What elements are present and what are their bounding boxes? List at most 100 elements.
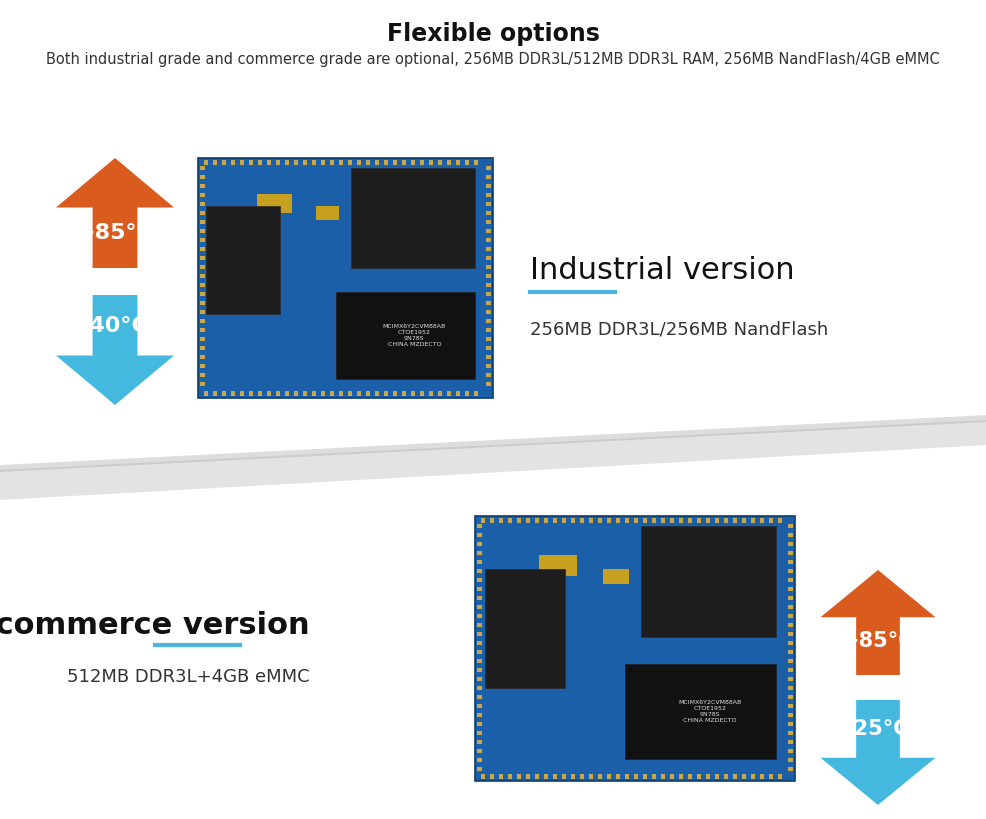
- Bar: [485, 319, 490, 323]
- Bar: [293, 391, 297, 396]
- Polygon shape: [819, 700, 935, 805]
- Bar: [678, 518, 682, 523]
- Bar: [231, 160, 235, 165]
- Bar: [552, 773, 556, 779]
- Bar: [787, 686, 792, 690]
- Bar: [777, 518, 781, 523]
- Bar: [485, 373, 490, 377]
- Bar: [598, 518, 601, 523]
- FancyBboxPatch shape: [698, 675, 718, 686]
- Bar: [750, 518, 754, 523]
- Polygon shape: [0, 415, 986, 472]
- Bar: [526, 518, 529, 523]
- Bar: [485, 301, 490, 305]
- Bar: [365, 160, 369, 165]
- Bar: [476, 631, 481, 636]
- Text: MCIMX6Y2CVM88AB
CTOE1952
9N78S
CHINA MZDECTO: MCIMX6Y2CVM88AB CTOE1952 9N78S CHINA MZD…: [383, 324, 446, 346]
- Bar: [543, 773, 547, 779]
- Bar: [615, 773, 619, 779]
- Bar: [485, 328, 490, 332]
- Bar: [199, 301, 204, 305]
- Bar: [203, 160, 207, 165]
- Bar: [476, 649, 481, 654]
- Bar: [329, 391, 333, 396]
- Bar: [476, 559, 481, 563]
- Bar: [410, 391, 414, 396]
- Bar: [320, 391, 324, 396]
- Bar: [476, 550, 481, 554]
- Bar: [248, 160, 252, 165]
- Polygon shape: [56, 158, 174, 268]
- Bar: [312, 160, 316, 165]
- Bar: [221, 160, 225, 165]
- Bar: [787, 550, 792, 554]
- Bar: [580, 518, 584, 523]
- Bar: [598, 773, 601, 779]
- Text: 256MB DDR3L/256MB NandFlash: 256MB DDR3L/256MB NandFlash: [529, 320, 827, 338]
- Bar: [485, 310, 490, 314]
- Bar: [580, 773, 584, 779]
- Bar: [476, 604, 481, 609]
- Bar: [787, 523, 792, 527]
- Bar: [759, 518, 763, 523]
- Bar: [741, 773, 745, 779]
- Bar: [199, 193, 204, 197]
- Bar: [485, 247, 490, 251]
- Bar: [517, 518, 521, 523]
- Bar: [199, 247, 204, 251]
- Bar: [476, 613, 481, 618]
- Bar: [476, 686, 481, 690]
- Bar: [476, 532, 481, 536]
- Bar: [312, 391, 316, 396]
- Bar: [787, 622, 792, 627]
- FancyBboxPatch shape: [336, 292, 474, 379]
- Bar: [476, 731, 481, 735]
- Bar: [642, 773, 647, 779]
- Bar: [661, 518, 665, 523]
- Bar: [777, 773, 781, 779]
- Bar: [248, 391, 252, 396]
- Bar: [476, 658, 481, 663]
- Bar: [787, 604, 792, 609]
- Bar: [199, 373, 204, 377]
- Bar: [724, 773, 728, 779]
- Bar: [561, 518, 565, 523]
- Bar: [589, 773, 593, 779]
- FancyBboxPatch shape: [256, 194, 292, 213]
- Bar: [485, 229, 490, 233]
- FancyBboxPatch shape: [351, 168, 474, 269]
- Bar: [212, 160, 216, 165]
- FancyBboxPatch shape: [316, 206, 339, 220]
- Bar: [476, 740, 481, 744]
- Bar: [571, 518, 575, 523]
- Bar: [302, 391, 307, 396]
- Bar: [476, 767, 481, 771]
- Bar: [787, 577, 792, 581]
- Bar: [606, 773, 610, 779]
- Bar: [199, 382, 204, 386]
- Bar: [374, 391, 378, 396]
- Bar: [571, 773, 575, 779]
- Bar: [787, 649, 792, 654]
- Bar: [787, 595, 792, 600]
- Bar: [489, 773, 494, 779]
- Bar: [476, 676, 481, 681]
- Bar: [485, 337, 490, 341]
- Bar: [787, 631, 792, 636]
- Bar: [464, 160, 468, 165]
- Bar: [203, 391, 207, 396]
- Bar: [392, 160, 396, 165]
- Bar: [485, 292, 490, 296]
- Bar: [302, 160, 307, 165]
- Bar: [275, 391, 279, 396]
- Bar: [199, 319, 204, 323]
- Bar: [199, 364, 204, 368]
- Bar: [240, 160, 244, 165]
- Bar: [485, 382, 490, 386]
- Bar: [552, 518, 556, 523]
- Bar: [508, 518, 512, 523]
- FancyBboxPatch shape: [403, 302, 421, 311]
- Bar: [476, 722, 481, 726]
- Bar: [787, 740, 792, 744]
- Bar: [266, 391, 270, 396]
